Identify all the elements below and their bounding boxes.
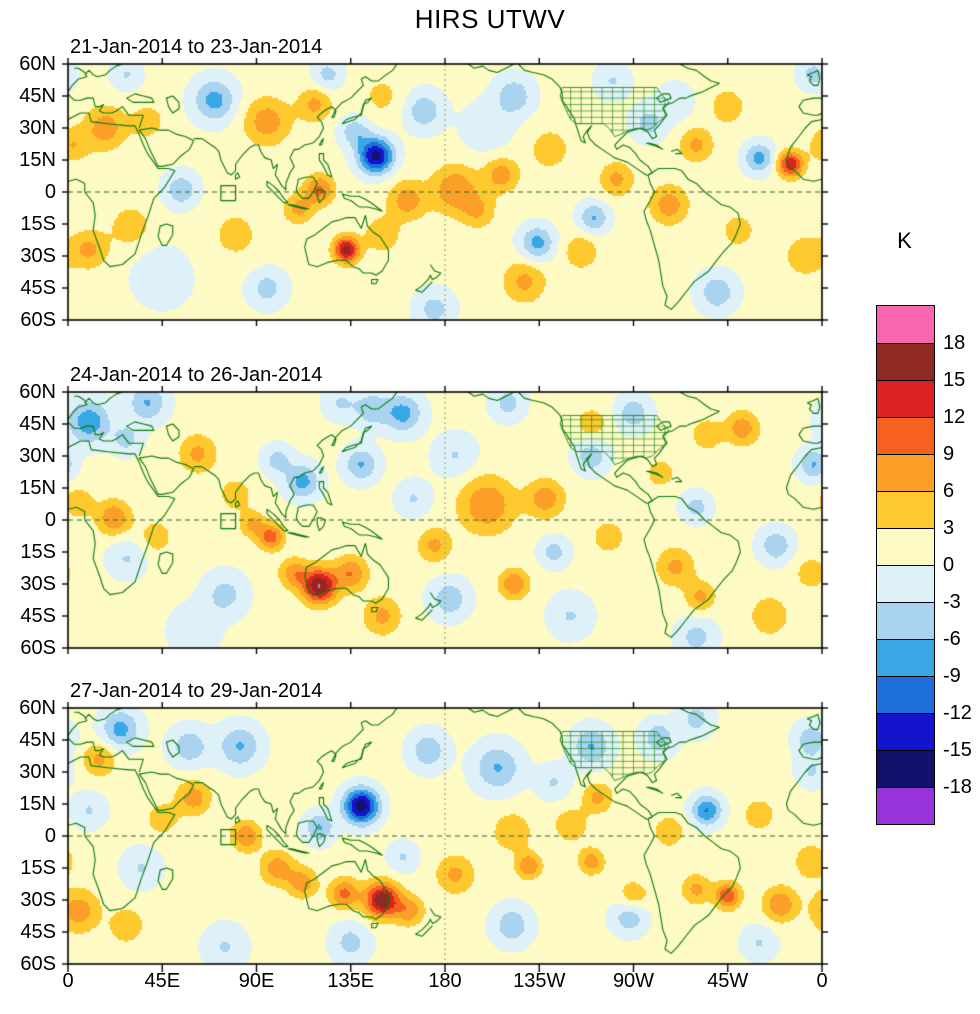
lat-tick-label: 0 bbox=[44, 181, 56, 203]
lat-tick-label: 60N bbox=[19, 381, 56, 403]
colorbar-tick-label: -3 bbox=[943, 591, 961, 613]
colorbar-cell bbox=[877, 343, 934, 380]
colorbar-tick-label: -12 bbox=[943, 702, 972, 724]
colorbar-tick-label: -15 bbox=[943, 739, 972, 761]
colorbar-cell bbox=[877, 417, 934, 454]
lat-tick-label: 15N bbox=[19, 793, 56, 815]
colorbar bbox=[876, 305, 935, 825]
figure-title: HIRS UTWV bbox=[414, 4, 566, 34]
panel-2: 24-Jan-2014 to 26-Jan-2014 60N 45N 30N 15N 0… bbox=[0, 362, 980, 662]
colorbar-cell bbox=[877, 602, 934, 639]
panel-1: 21-Jan-2014 to 23-Jan-2014 60N 45N 30N 15N 0… bbox=[0, 34, 980, 334]
colorbar-cell bbox=[877, 713, 934, 750]
lon-tick-label: 0 bbox=[62, 970, 74, 992]
lat-tick-label: 30N bbox=[19, 445, 56, 467]
panel-1-date-range: 21-Jan-2014 to 23-Jan-2014 bbox=[70, 36, 323, 58]
lat-tick-label: 0 bbox=[44, 825, 56, 847]
colorbar-unit-label: K bbox=[897, 228, 912, 253]
lon-tick-label: 45W bbox=[707, 970, 749, 992]
colorbar-tick-label: 0 bbox=[943, 554, 955, 576]
colorbar-tick-label: -6 bbox=[943, 628, 961, 650]
lat-tick-label: 45S bbox=[20, 921, 56, 943]
colorbar-tick-label: 12 bbox=[943, 406, 966, 428]
lat-tick-label: 45N bbox=[19, 413, 56, 435]
colorbar-cell bbox=[877, 565, 934, 602]
colorbar-cell bbox=[877, 787, 934, 824]
lat-tick-label: 45N bbox=[19, 729, 56, 751]
colorbar-cell bbox=[877, 676, 934, 713]
lon-tick-label: 180 bbox=[428, 970, 462, 992]
map-canvas-panel-3 bbox=[60, 700, 830, 972]
lon-tick-label: 45E bbox=[144, 970, 181, 992]
lat-tick-label: 45S bbox=[20, 277, 56, 299]
colorbar-tick-label: 6 bbox=[943, 480, 955, 502]
lat-tick-label: 45S bbox=[20, 605, 56, 627]
colorbar-tick-label: 9 bbox=[943, 443, 955, 465]
lat-tick-label: 60S bbox=[20, 309, 56, 331]
lon-axis: 0 45E 90E 135E 180 135W 90W 45W 0 bbox=[0, 970, 980, 998]
colorbar-cell bbox=[877, 639, 934, 676]
lat-tick-label: 15S bbox=[20, 213, 56, 235]
lat-tick-label: 30N bbox=[19, 117, 56, 139]
panel-2-date-range: 24-Jan-2014 to 26-Jan-2014 bbox=[70, 364, 323, 386]
lat-tick-label: 60S bbox=[20, 953, 56, 975]
lat-tick-label: 15S bbox=[20, 857, 56, 879]
colorbar-tick-label: 15 bbox=[943, 369, 966, 391]
colorbar-cell bbox=[877, 528, 934, 565]
colorbar-tick-label: -9 bbox=[943, 665, 961, 687]
lon-tick-label: 90E bbox=[238, 970, 275, 992]
lat-tick-label: 0 bbox=[44, 509, 56, 531]
colorbar-cell bbox=[877, 454, 934, 491]
lat-tick-label: 45N bbox=[19, 85, 56, 107]
lat-tick-label: 30S bbox=[20, 573, 56, 595]
colorbar-cell bbox=[877, 491, 934, 528]
lon-tick-label: 135E bbox=[327, 970, 375, 992]
lat-tick-label: 60S bbox=[20, 637, 56, 659]
lat-tick-label: 30N bbox=[19, 761, 56, 783]
panel-3-date-range: 27-Jan-2014 to 29-Jan-2014 bbox=[70, 680, 323, 702]
colorbar-tick-label: 3 bbox=[943, 517, 955, 539]
lat-tick-label: 15N bbox=[19, 149, 56, 171]
lon-tick-label: 90W bbox=[612, 970, 655, 992]
colorbar-tick-label: -18 bbox=[943, 776, 972, 798]
colorbar-cell bbox=[877, 750, 934, 787]
lat-tick-label: 15N bbox=[19, 477, 56, 499]
lat-tick-label: 60N bbox=[19, 697, 56, 719]
map-canvas-panel-2 bbox=[60, 384, 830, 656]
colorbar-cell bbox=[877, 306, 934, 343]
panel-3: 27-Jan-2014 to 29-Jan-2014 60N 45N 30N 15N 0… bbox=[0, 678, 980, 978]
lat-tick-label: 15S bbox=[20, 541, 56, 563]
lon-tick-label: 135W bbox=[513, 970, 566, 992]
colorbar-tick-label: 18 bbox=[943, 332, 966, 354]
lon-tick-label: 0 bbox=[816, 970, 828, 992]
colorbar-cell bbox=[877, 380, 934, 417]
lat-tick-label: 30S bbox=[20, 245, 56, 267]
lat-tick-label: 30S bbox=[20, 889, 56, 911]
lat-tick-label: 60N bbox=[19, 53, 56, 75]
map-canvas-panel-1 bbox=[60, 56, 830, 328]
